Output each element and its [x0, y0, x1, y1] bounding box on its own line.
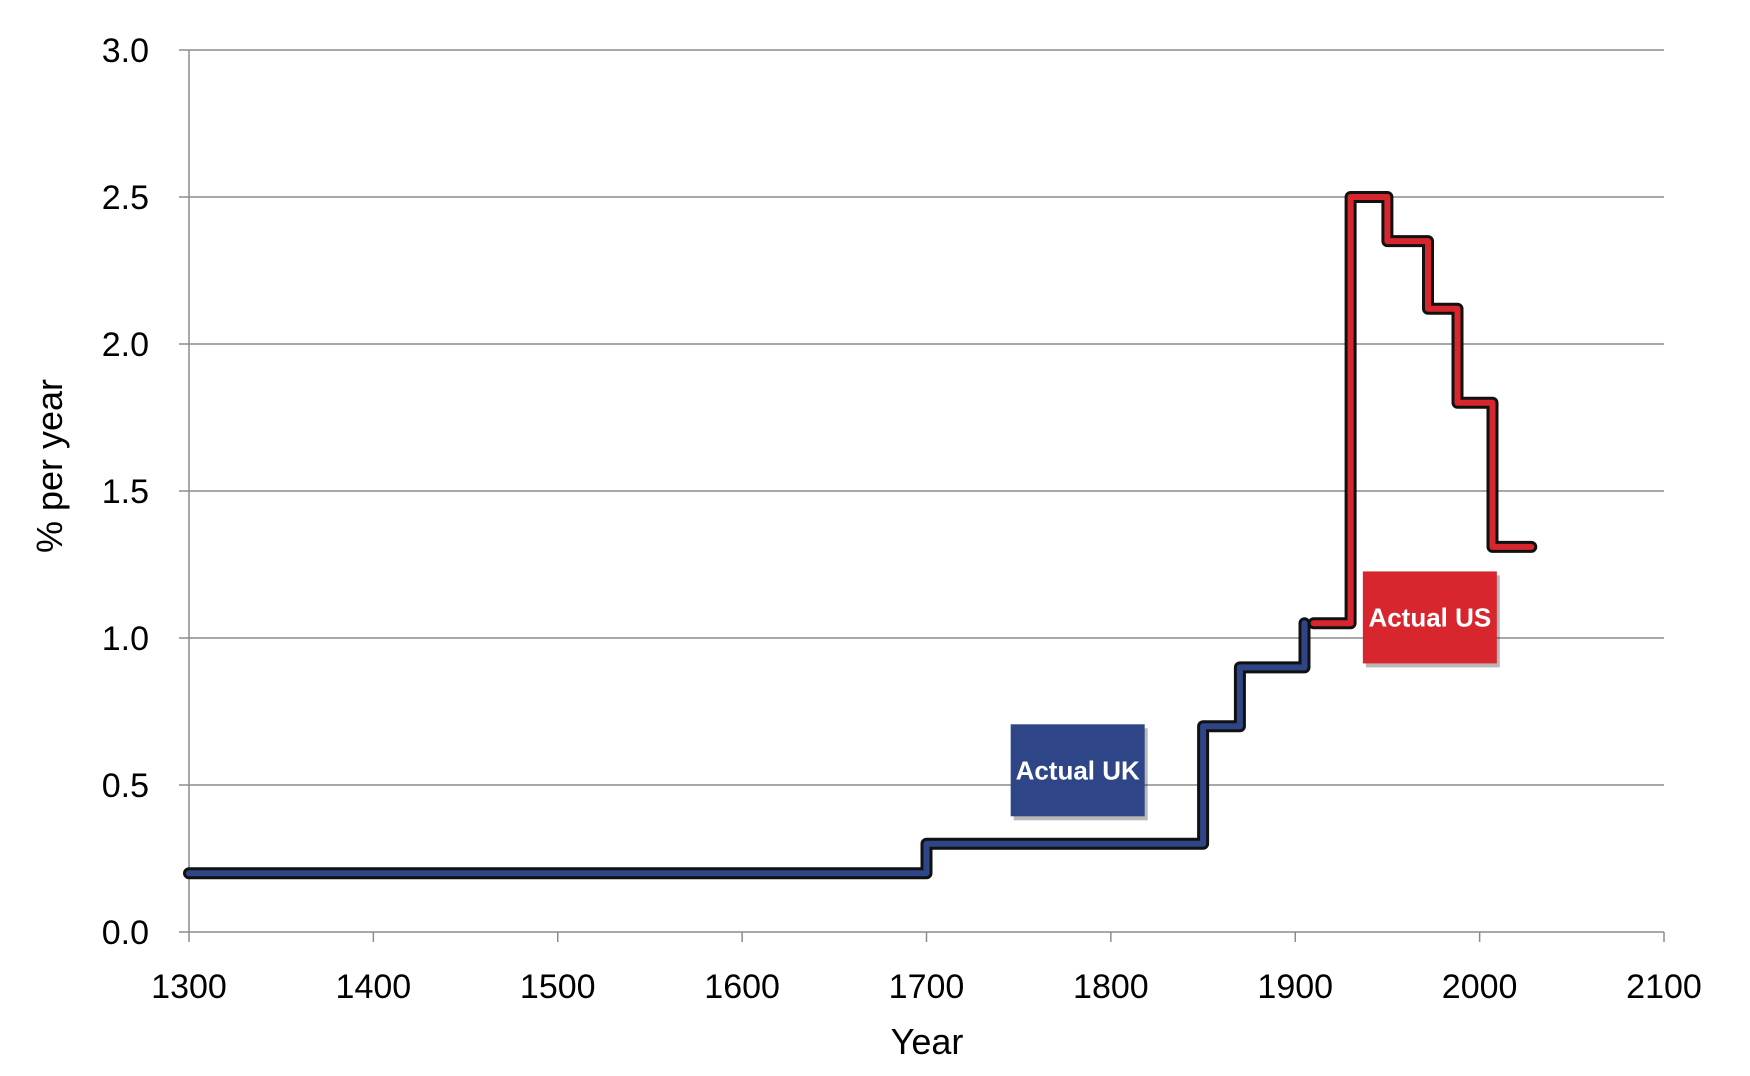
y-tick-label-6: 3.0 [102, 32, 149, 70]
x-tick-label-7: 2000 [1442, 968, 1518, 1006]
tick-labels: 0.0 0.5 1.0 1.5 2.0 2.5 3.0 1300 1400 1500 1600 170… [102, 32, 1702, 1006]
annotation-box-0 [1010, 724, 1145, 817]
y-tick-label-1: 0.5 [102, 767, 149, 805]
x-tick-label-8: 2100 [1626, 968, 1702, 1006]
x-tick-label-1: 1400 [336, 968, 412, 1006]
y-tick-label-0: 0.0 [102, 914, 149, 952]
series-line-0 [186, 620, 1308, 877]
annotation-label-0: Actual UK [1016, 755, 1140, 785]
grid-lines [189, 49, 1664, 786]
y-tick-label-2: 1.0 [102, 620, 149, 658]
y-axis-title: % per year [29, 379, 70, 553]
x-tick-label-4: 1700 [889, 968, 965, 1006]
x-tick-label-2: 1500 [520, 968, 596, 1006]
annotations: Actual UK Actual US [1010, 571, 1500, 821]
axes [179, 49, 1665, 942]
x-tick-label-3: 1600 [704, 968, 780, 1006]
series-outline-1 [1307, 191, 1538, 630]
x-tick-label-0: 1300 [151, 968, 227, 1006]
annotation-box-1 [1362, 571, 1497, 664]
x-tick-label-5: 1800 [1073, 968, 1149, 1006]
x-axis-title: Year [891, 1021, 964, 1062]
annotation-label-1: Actual US [1368, 602, 1491, 632]
x-tick-label-6: 1900 [1257, 968, 1333, 1006]
y-tick-label-5: 2.5 [102, 179, 149, 217]
series-lines [183, 191, 1538, 880]
series-line-1 [1310, 194, 1535, 627]
y-tick-label-4: 2.0 [102, 326, 149, 364]
y-tick-label-3: 1.5 [102, 473, 149, 511]
